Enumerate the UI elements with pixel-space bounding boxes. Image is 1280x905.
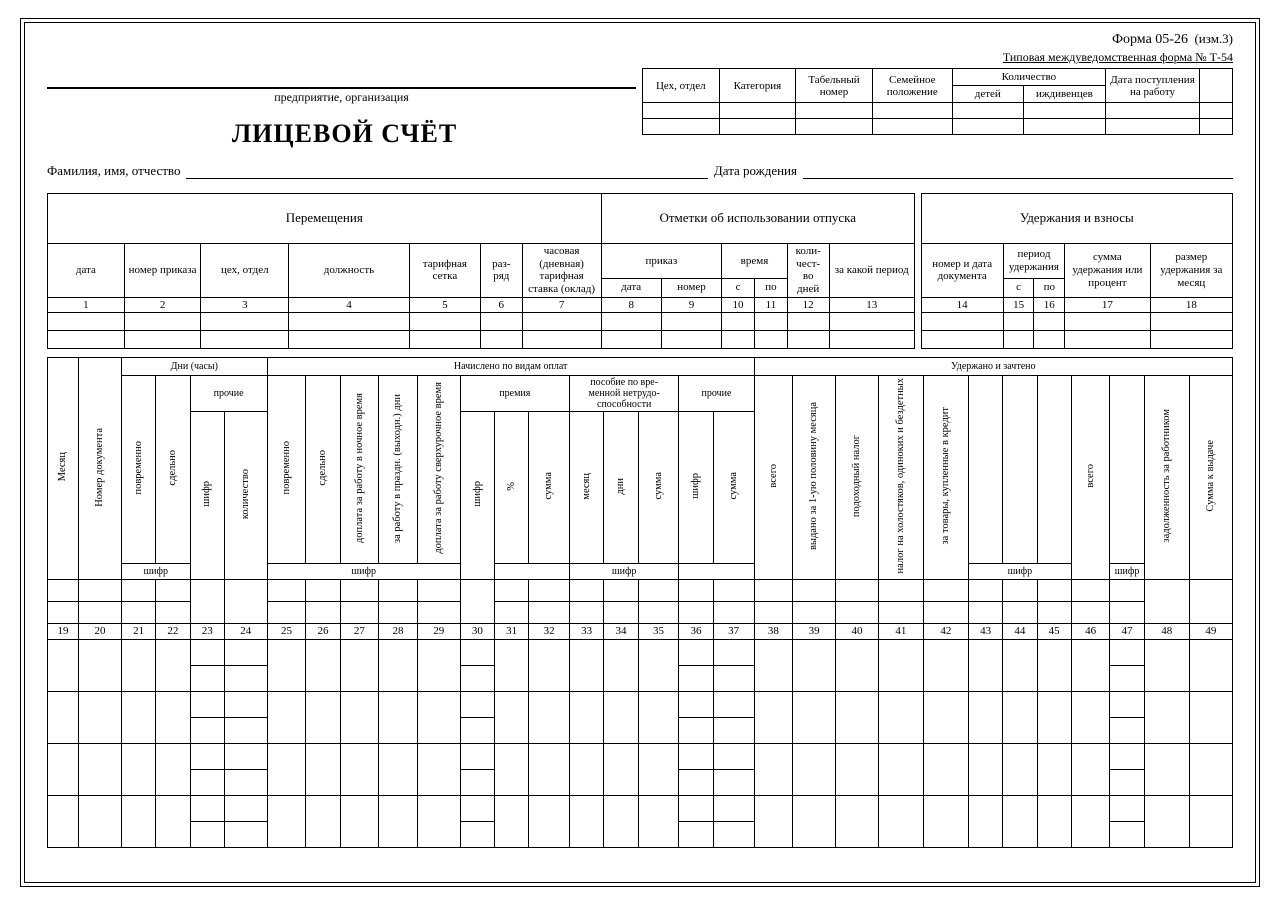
movements-table: Перемещения Отметки об использовании отп… — [47, 193, 1233, 349]
payroll-grid: Месяц Номер документа Дни (часы) Начисле… — [47, 357, 1233, 847]
document-title: ЛИЦЕВОЙ СЧЁТ — [47, 119, 642, 149]
info-table: Цех, отдел Категория Табельный номер Сем… — [642, 68, 1233, 135]
fio-row: Фамилия, имя, отчество Дата рождения — [47, 163, 1233, 179]
form-id: Форма 05-26 (изм.3) Типовая междуведомст… — [47, 31, 1233, 66]
org-caption: предприятие, организация — [47, 88, 636, 105]
org-field — [47, 68, 636, 88]
